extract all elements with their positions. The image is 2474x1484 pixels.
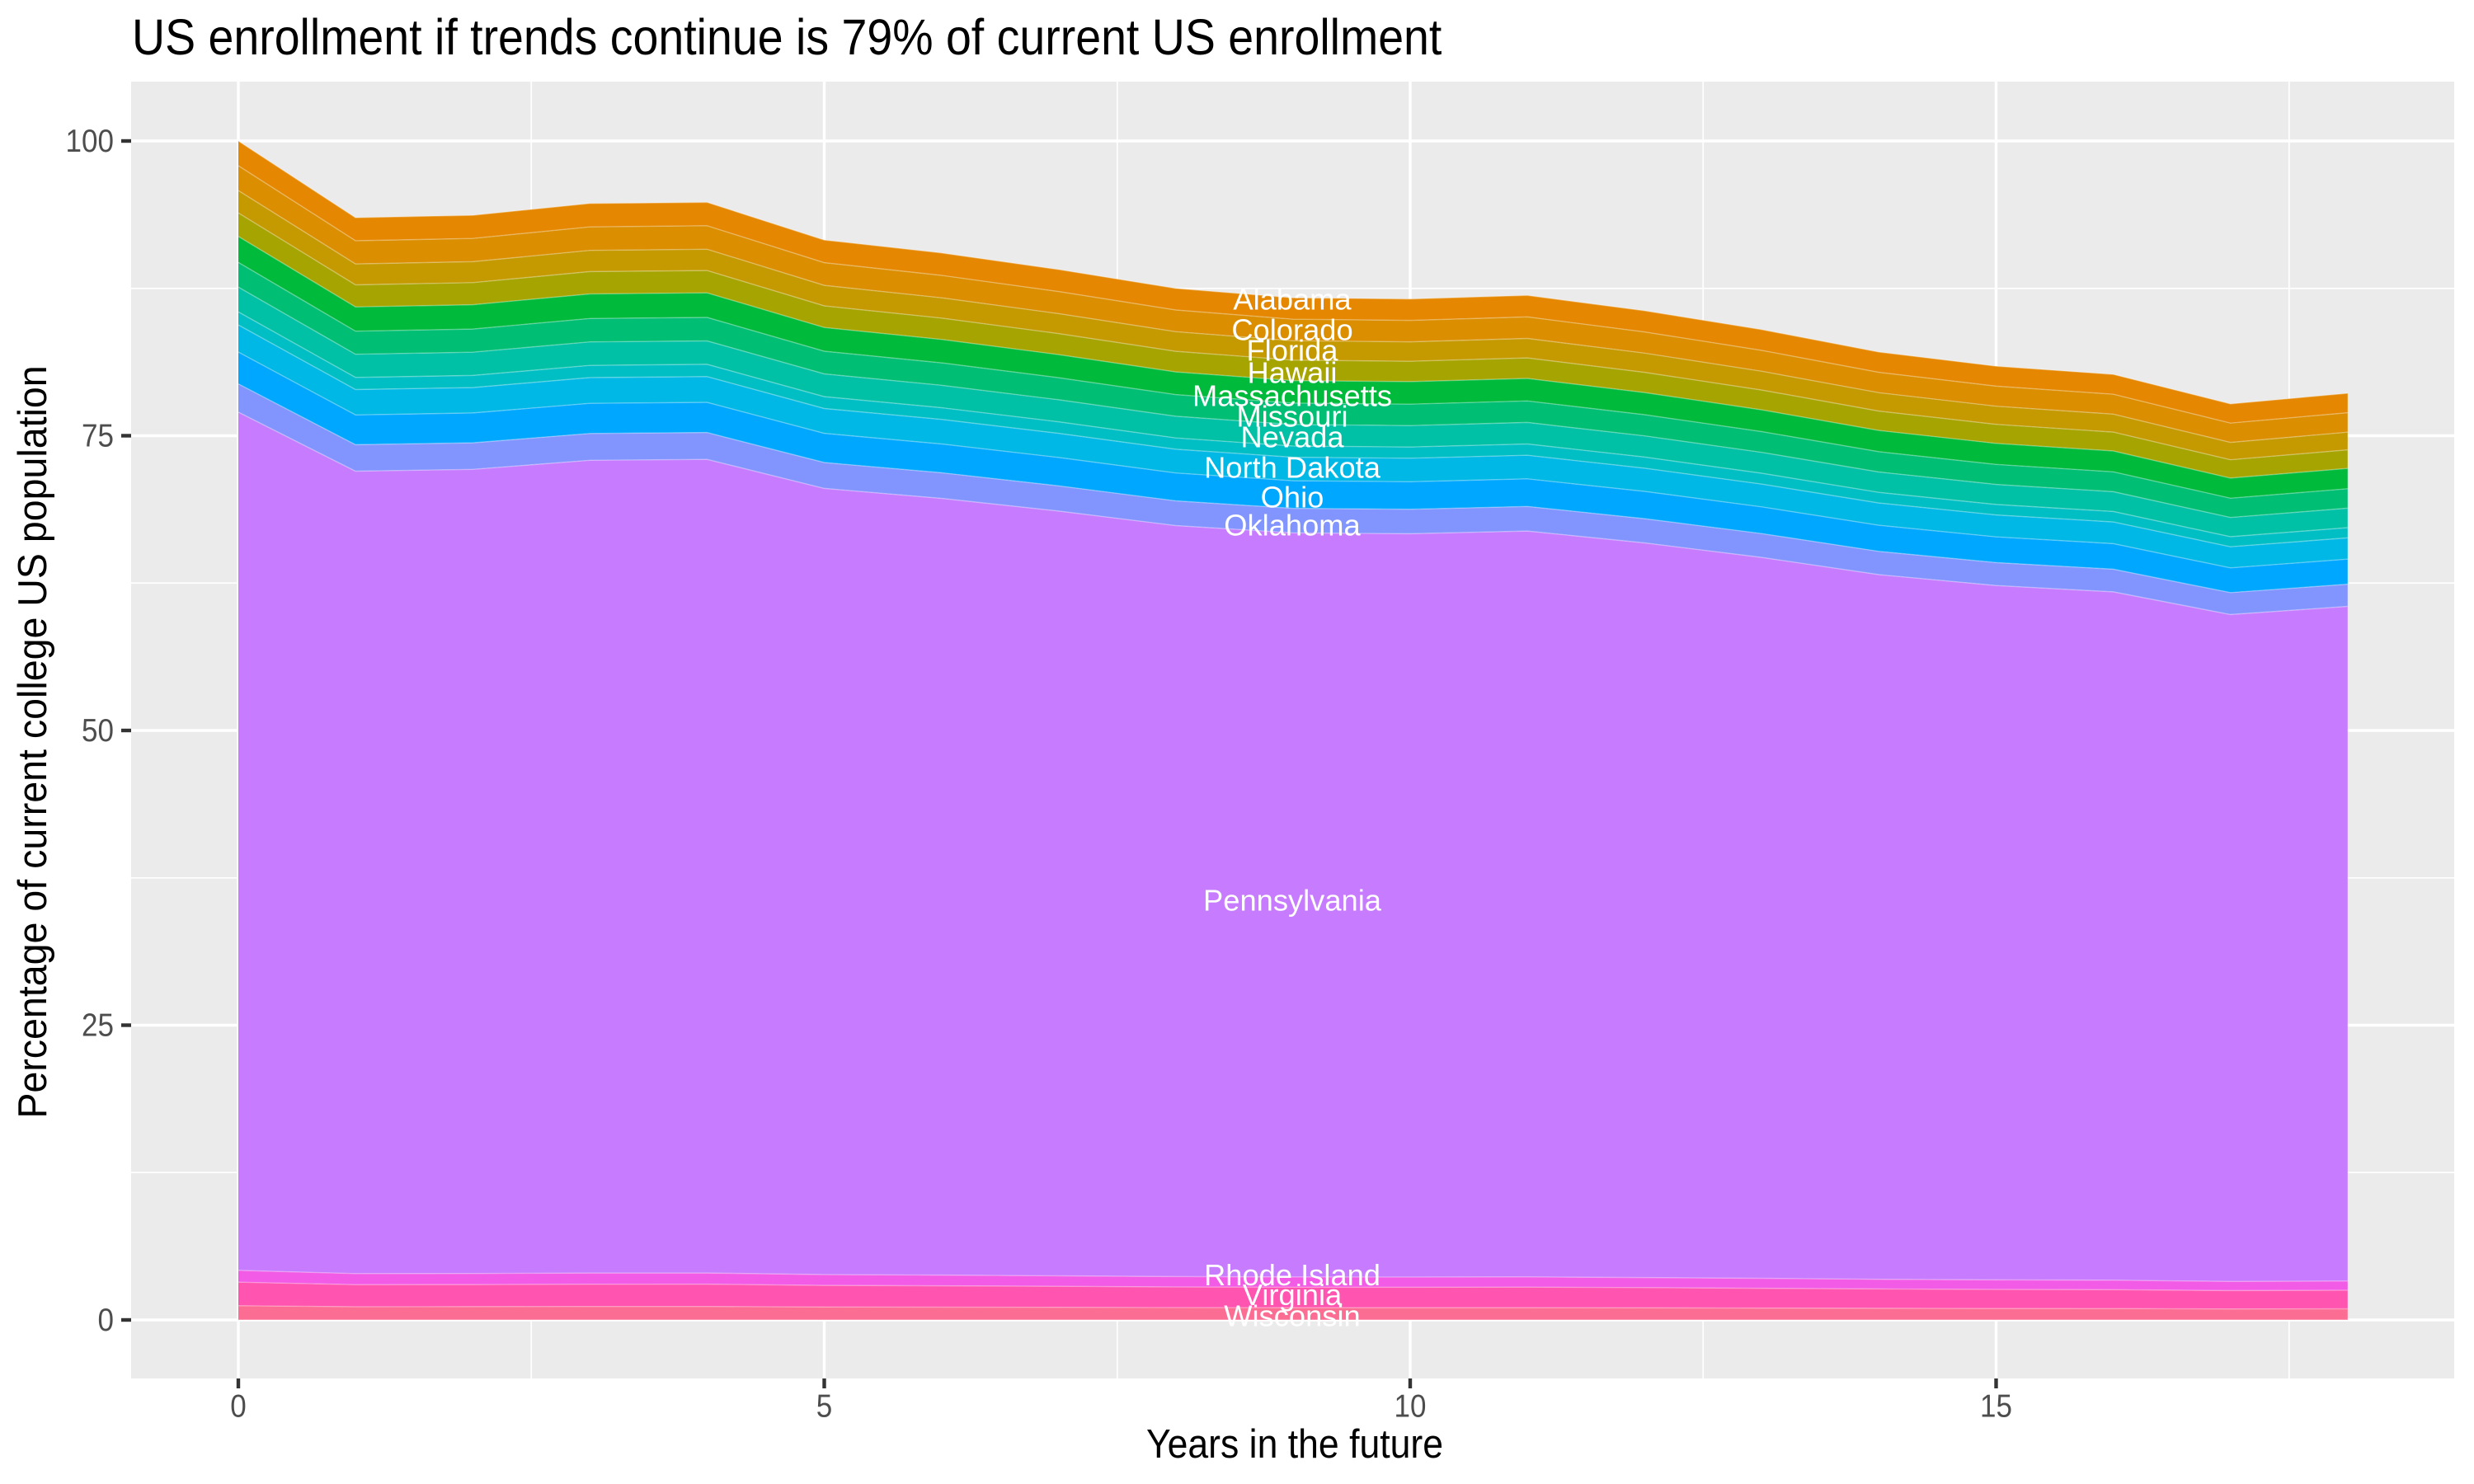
svg-text:10: 10 (1395, 1388, 1427, 1424)
svg-text:Massachusetts: Massachusetts (1192, 379, 1392, 413)
svg-text:25: 25 (82, 1007, 114, 1043)
svg-text:Florida: Florida (1247, 334, 1339, 368)
svg-text:0: 0 (230, 1388, 246, 1424)
svg-text:100: 100 (66, 124, 114, 159)
svg-text:Missouri: Missouri (1236, 400, 1348, 434)
svg-text:US enrollment if trends contin: US enrollment if trends continue is 79% … (132, 10, 1442, 66)
svg-text:Years in the future: Years in the future (1146, 1421, 1443, 1466)
svg-text:75: 75 (82, 418, 114, 453)
svg-text:Rhode Island: Rhode Island (1204, 1258, 1380, 1292)
svg-text:Virginia: Virginia (1243, 1278, 1343, 1312)
svg-text:Colorado: Colorado (1231, 313, 1352, 347)
svg-text:0: 0 (98, 1303, 114, 1338)
svg-text:Nevada: Nevada (1240, 420, 1344, 454)
svg-text:Ohio: Ohio (1261, 481, 1324, 514)
svg-text:5: 5 (816, 1388, 832, 1424)
svg-text:Oklahoma: Oklahoma (1224, 509, 1361, 542)
svg-text:Pennsylvania: Pennsylvania (1203, 884, 1382, 918)
svg-text:Alabama: Alabama (1233, 283, 1352, 317)
svg-text:Percentage of current college: Percentage of current college US populat… (11, 365, 55, 1118)
svg-text:15: 15 (1980, 1388, 2012, 1424)
svg-text:50: 50 (82, 713, 114, 749)
svg-text:North Dakota: North Dakota (1204, 451, 1381, 485)
svg-text:Wisconsin: Wisconsin (1224, 1299, 1360, 1333)
svg-text:Hawaii: Hawaii (1248, 356, 1338, 390)
